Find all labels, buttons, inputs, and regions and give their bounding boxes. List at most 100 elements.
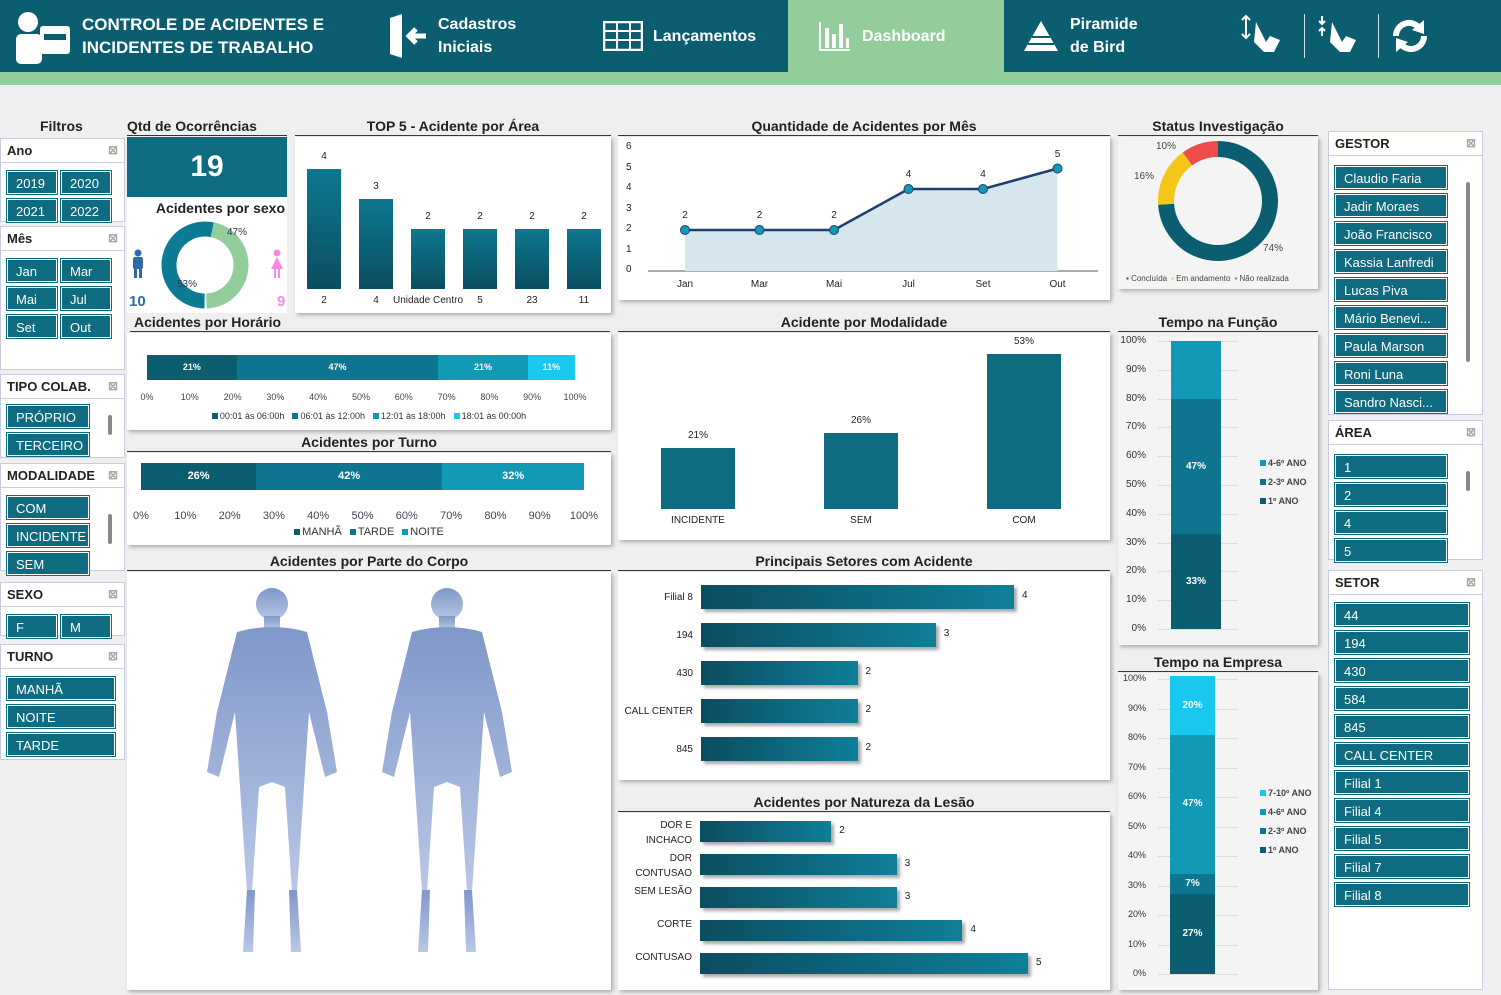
clear-filter-icon[interactable]: ⊠ [107, 231, 118, 245]
legend-swatch [349, 529, 356, 535]
category-label: 194 [676, 630, 693, 641]
clear-filter-icon[interactable]: ⊠ [1465, 575, 1476, 589]
scrollbar[interactable] [1466, 182, 1470, 362]
scrollbar[interactable] [108, 415, 112, 435]
nav-piramide-de-bird[interactable]: Piramide de Bird [1022, 0, 1138, 72]
slicer-label: MODALIDADE [7, 468, 96, 483]
slicer-label: GESTOR [1335, 136, 1390, 151]
slicer-item-gestor[interactable]: Claudio Faria [1335, 166, 1447, 189]
scrollbar[interactable] [108, 514, 112, 544]
slicer-item-mes[interactable]: Mai [7, 287, 57, 310]
slicer-item-gestor[interactable]: Lucas Piva [1335, 278, 1447, 301]
slicer-item-setor[interactable]: 44 [1335, 603, 1469, 626]
slicer-item-setor[interactable]: Filial 4 [1335, 799, 1469, 822]
slicer-item-gestor[interactable]: João Francisco [1335, 222, 1447, 245]
slice-Concluída [1158, 141, 1278, 261]
slicer-item-mes[interactable]: Jul [61, 287, 111, 310]
legend-label: 2-3º ANO [1268, 477, 1307, 487]
legend-item: 18:01 às 00:00h [453, 411, 526, 421]
category-label: DOR E INCHACO [645, 819, 692, 846]
slicer-item-gestor[interactable]: Paula Marson [1335, 334, 1447, 357]
slicer-item-mes[interactable]: Out [61, 315, 111, 338]
slice-Não realizada [1182, 141, 1219, 166]
slicer-item-setor[interactable]: Filial 8 [1335, 883, 1469, 906]
slicer-item-modalidade[interactable]: COM [7, 496, 89, 519]
clear-filter-icon[interactable]: ⊠ [107, 379, 118, 393]
slicer-item-turno[interactable]: TARDE [7, 733, 115, 756]
bar-SEM [824, 432, 898, 509]
slicer-item-gestor[interactable]: Roni Luna [1335, 362, 1447, 385]
slicer-item-tipo[interactable]: TERCEIRO [7, 433, 89, 456]
clear-filter-icon[interactable]: ⊠ [107, 649, 118, 663]
data-label: 2 [529, 211, 535, 222]
slicer-item-sexo[interactable]: M [61, 615, 111, 638]
slicer-item-tipo[interactable]: PRÓPRIO [7, 405, 89, 428]
y-tick: 6 [626, 141, 632, 152]
x-tick: 50% [351, 510, 374, 522]
category-label: 5 [477, 295, 483, 306]
slicer-item-turno[interactable]: MANHÃ [7, 677, 115, 700]
slicer-item-ano[interactable]: 2022 [61, 199, 111, 222]
slicer-item-setor[interactable]: 584 [1335, 687, 1469, 710]
pct-label: 74% [1263, 243, 1284, 254]
clear-filter-icon[interactable]: ⊠ [107, 468, 118, 482]
status-title: Status Investigação [1118, 118, 1318, 136]
data-label: 3 [904, 857, 911, 869]
slicer-item-ano[interactable]: 2021 [7, 199, 57, 222]
slicer-area: ÁREA ⊠ 1 2 4 5 [1328, 420, 1483, 562]
title-line-2: INCIDENTES DE TRABALHO [82, 38, 314, 57]
slicer-item-ano[interactable]: 2019 [7, 171, 57, 194]
legend-item: 1º ANO [1260, 496, 1298, 506]
app-title: CONTROLE DE ACIDENTES E INCIDENTES DE TRA… [12, 0, 324, 72]
slicer-item-turno[interactable]: NOITE [7, 705, 115, 728]
slicer-item-gestor[interactable]: Sandro Nasci... [1335, 390, 1447, 413]
nav-lancamentos[interactable]: Lançamentos [603, 0, 756, 72]
status-donut [1158, 141, 1278, 261]
sexo-title: Acidentes por sexo [155, 200, 285, 216]
nav-cadastros-iniciais[interactable]: Cadastros Iniciais [388, 0, 516, 72]
slicer-item-sexo[interactable]: F [7, 615, 57, 638]
slicer-item-area[interactable]: 4 [1335, 511, 1447, 534]
legend-item: 2-3º ANO [1260, 477, 1306, 487]
slicer-item-setor[interactable]: Filial 7 [1335, 855, 1469, 878]
slicer-item-modalidade[interactable]: INCIDENTE [7, 524, 89, 547]
x-tick: 20% [223, 392, 242, 402]
scrollbar[interactable] [1466, 471, 1470, 491]
slicer-item-mes[interactable]: Mar [61, 259, 111, 282]
slicer-item-area[interactable]: 5 [1335, 539, 1447, 562]
slicer-item-gestor[interactable]: Jadir Moraes [1335, 194, 1447, 217]
slicer-item-setor[interactable]: 845 [1335, 715, 1469, 738]
nav-dashboard[interactable]: Dashboard [788, 0, 1004, 72]
slicer-item-ano[interactable]: 2020 [61, 171, 111, 194]
slicer-item-mes[interactable]: Jan [7, 259, 57, 282]
slicer-item-gestor[interactable]: Kassia Lanfredi [1335, 250, 1447, 273]
slicer-item-mes[interactable]: Set [7, 315, 57, 338]
pct-label: 10% [1156, 141, 1177, 152]
data-label: 2 [682, 210, 688, 221]
female-count: 9 [277, 293, 286, 310]
x-tick: Mai [825, 279, 843, 290]
clear-filter-icon[interactable]: ⊠ [107, 587, 118, 601]
slicer-item-setor[interactable]: CALL CENTER [1335, 743, 1469, 766]
expand-hand-icon[interactable] [1240, 14, 1286, 54]
slicer-header: ÁREA ⊠ [1329, 421, 1482, 445]
slicer-item-setor[interactable]: 194 [1335, 631, 1469, 654]
slicer-item-area[interactable]: 2 [1335, 483, 1447, 506]
x-tick: 90% [528, 510, 551, 522]
slicer-item-gestor[interactable]: Mário Benevi... [1335, 306, 1447, 329]
slicer-header: Ano ⊠ [1, 139, 124, 163]
refresh-icon[interactable] [1388, 16, 1432, 56]
x-tick: 60% [394, 392, 413, 402]
clear-filter-icon[interactable]: ⊠ [1465, 136, 1476, 150]
clear-filter-icon[interactable]: ⊠ [1465, 425, 1476, 439]
data-label: 2 [831, 210, 837, 221]
clear-filter-icon[interactable]: ⊠ [107, 143, 118, 157]
collapse-hand-icon[interactable] [1316, 14, 1362, 54]
y-tick: 50% [1125, 479, 1146, 490]
slicer-item-area[interactable]: 1 [1335, 455, 1447, 478]
slicer-item-setor[interactable]: Filial 1 [1335, 771, 1469, 794]
slicer-item-modalidade[interactable]: SEM [7, 552, 89, 575]
slicer-item-setor[interactable]: Filial 5 [1335, 827, 1469, 850]
category-label: Filial 8 [664, 592, 693, 603]
slicer-item-setor[interactable]: 430 [1335, 659, 1469, 682]
